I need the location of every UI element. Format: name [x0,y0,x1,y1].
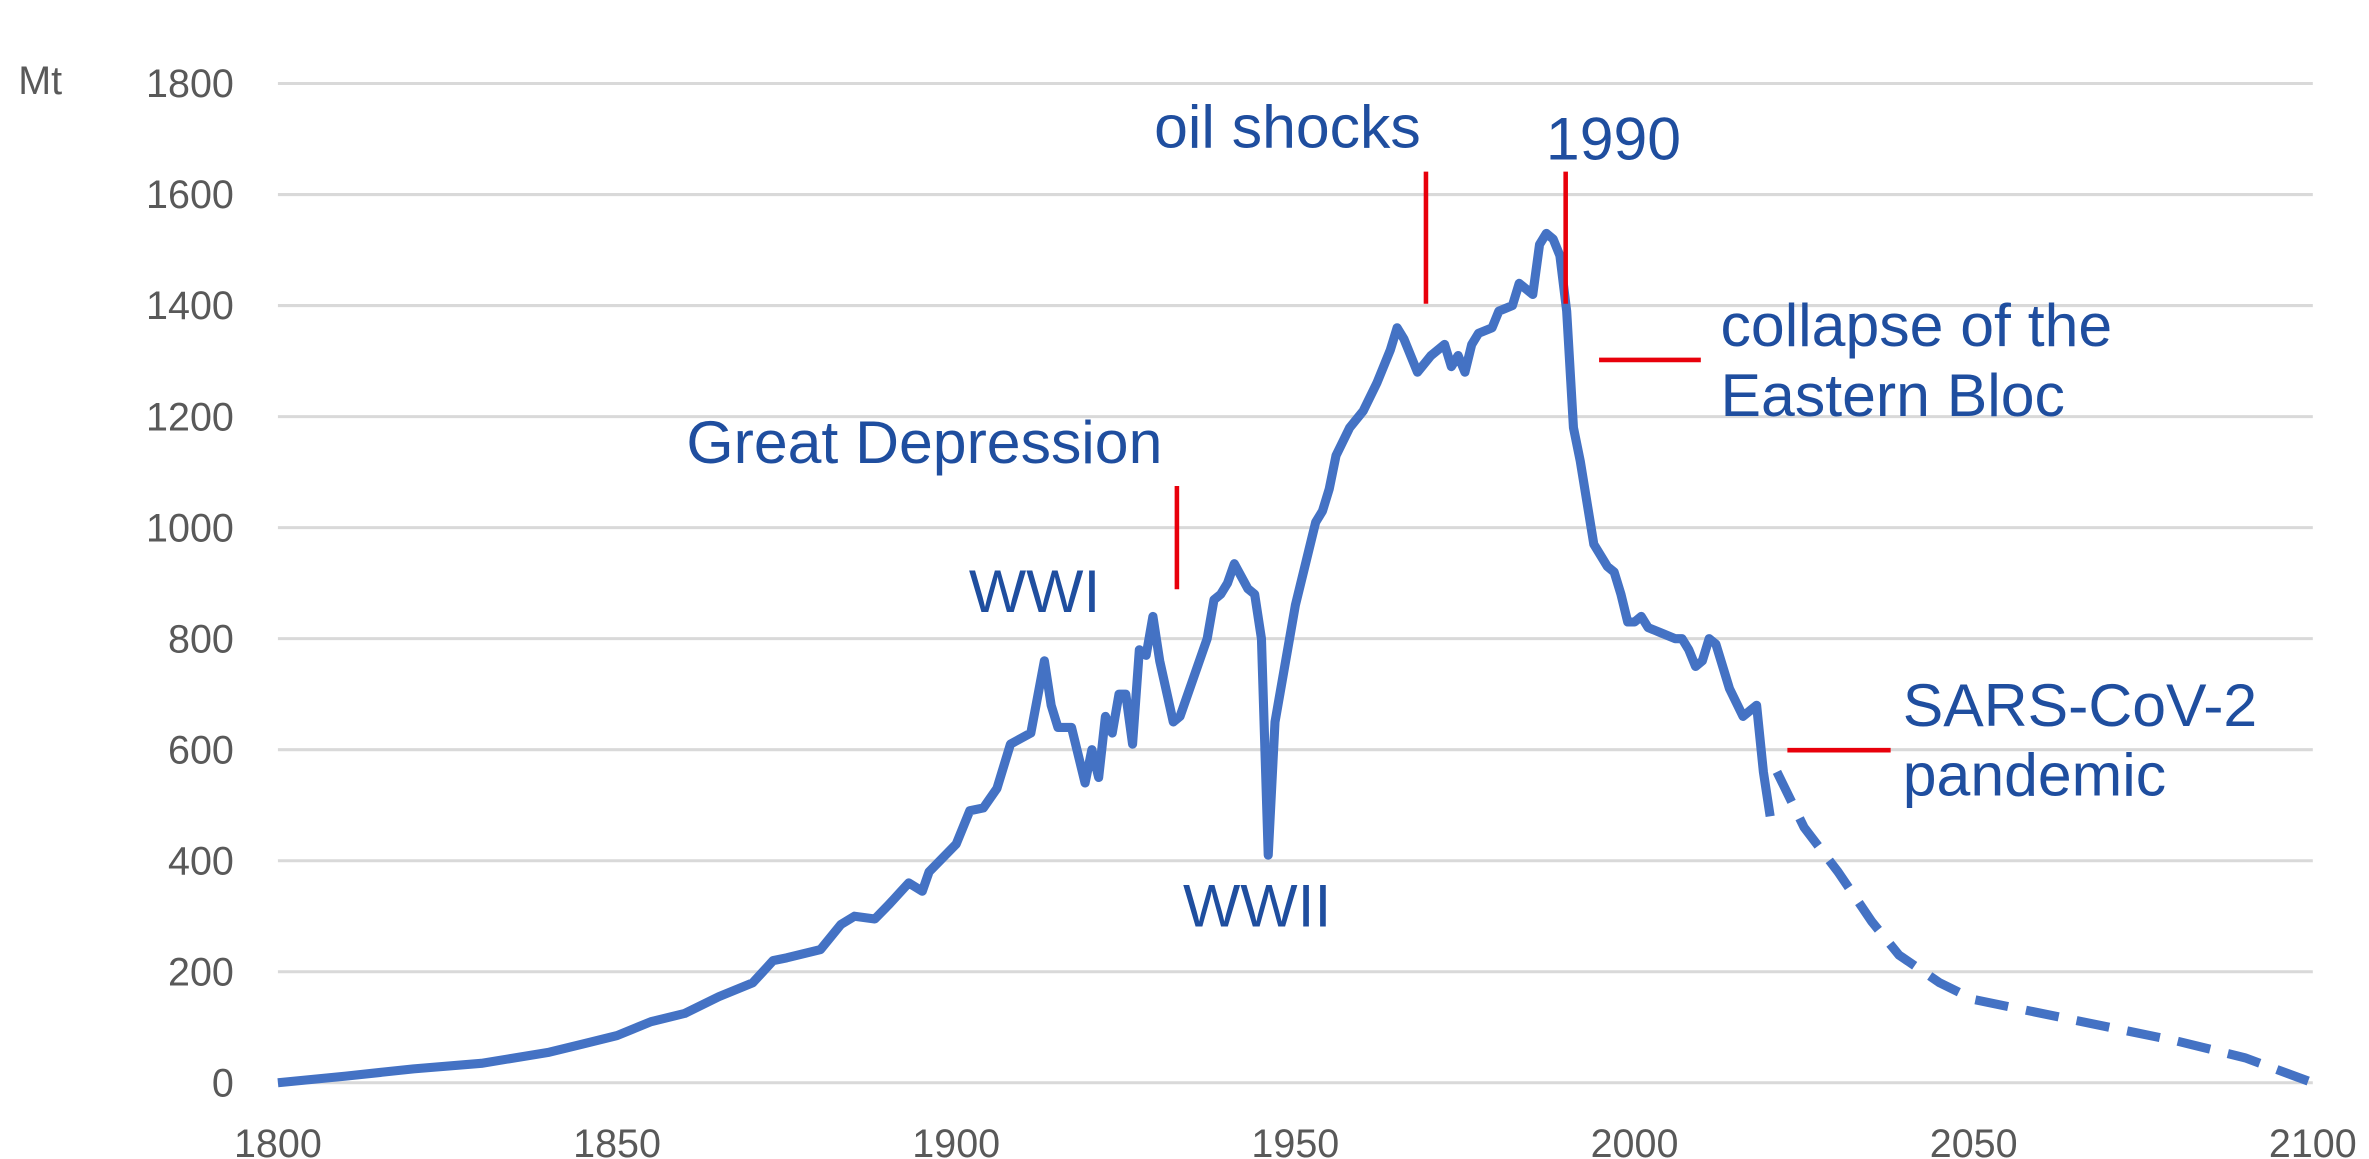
annotation: oil shocks [1154,92,1421,160]
annotation-line: WWI [969,557,1101,625]
x-tick-label: 2050 [1930,1122,2018,1159]
x-tick-label: 1900 [912,1122,1000,1159]
y-tick-label: 800 [168,617,234,661]
annotation: WWII [1183,871,1331,939]
y-tick-label: 1200 [146,395,234,439]
data-line [277,228,1775,1088]
y-tick-label: 400 [168,839,234,883]
y-axis-label: Mt [18,59,62,103]
annotation-line: Great Depression [686,408,1162,476]
x-tick-label: 1950 [1251,1122,1339,1159]
annotation-line: Eastern Bloc [1721,361,2065,429]
annotation: collapse of the Eastern Bloc [1721,291,2113,429]
annotation-line: SARS-CoV-2 [1903,671,2257,739]
annotation: WWI [969,557,1101,625]
annotation-line: pandemic [1903,741,2166,809]
y-tick-label: 600 [168,728,234,772]
y-tick-label: 1000 [146,506,234,550]
annotation: 1990 [1546,104,1681,172]
data-line [1772,769,2315,1088]
y-tick-label: 0 [212,1061,234,1105]
annotation-line: oil shocks [1154,92,1421,160]
x-tick-label: 1850 [573,1122,661,1159]
y-tick-label: 1600 [146,173,234,217]
annotation-line: WWII [1183,871,1331,939]
y-tick-label: 1400 [146,284,234,328]
x-tick-label: 2000 [1591,1122,1679,1159]
x-tick-label: 2100 [2269,1122,2357,1159]
y-tick-label: 200 [168,950,234,994]
annotation: Great Depression [686,408,1162,476]
annotation-line: collapse of the [1721,291,2113,359]
annotation: SARS-CoV-2 pandemic [1903,671,2257,809]
y-tick-label: 1800 [146,62,234,106]
annotation-line: 1990 [1546,104,1681,172]
x-tick-label: 1800 [234,1122,322,1159]
